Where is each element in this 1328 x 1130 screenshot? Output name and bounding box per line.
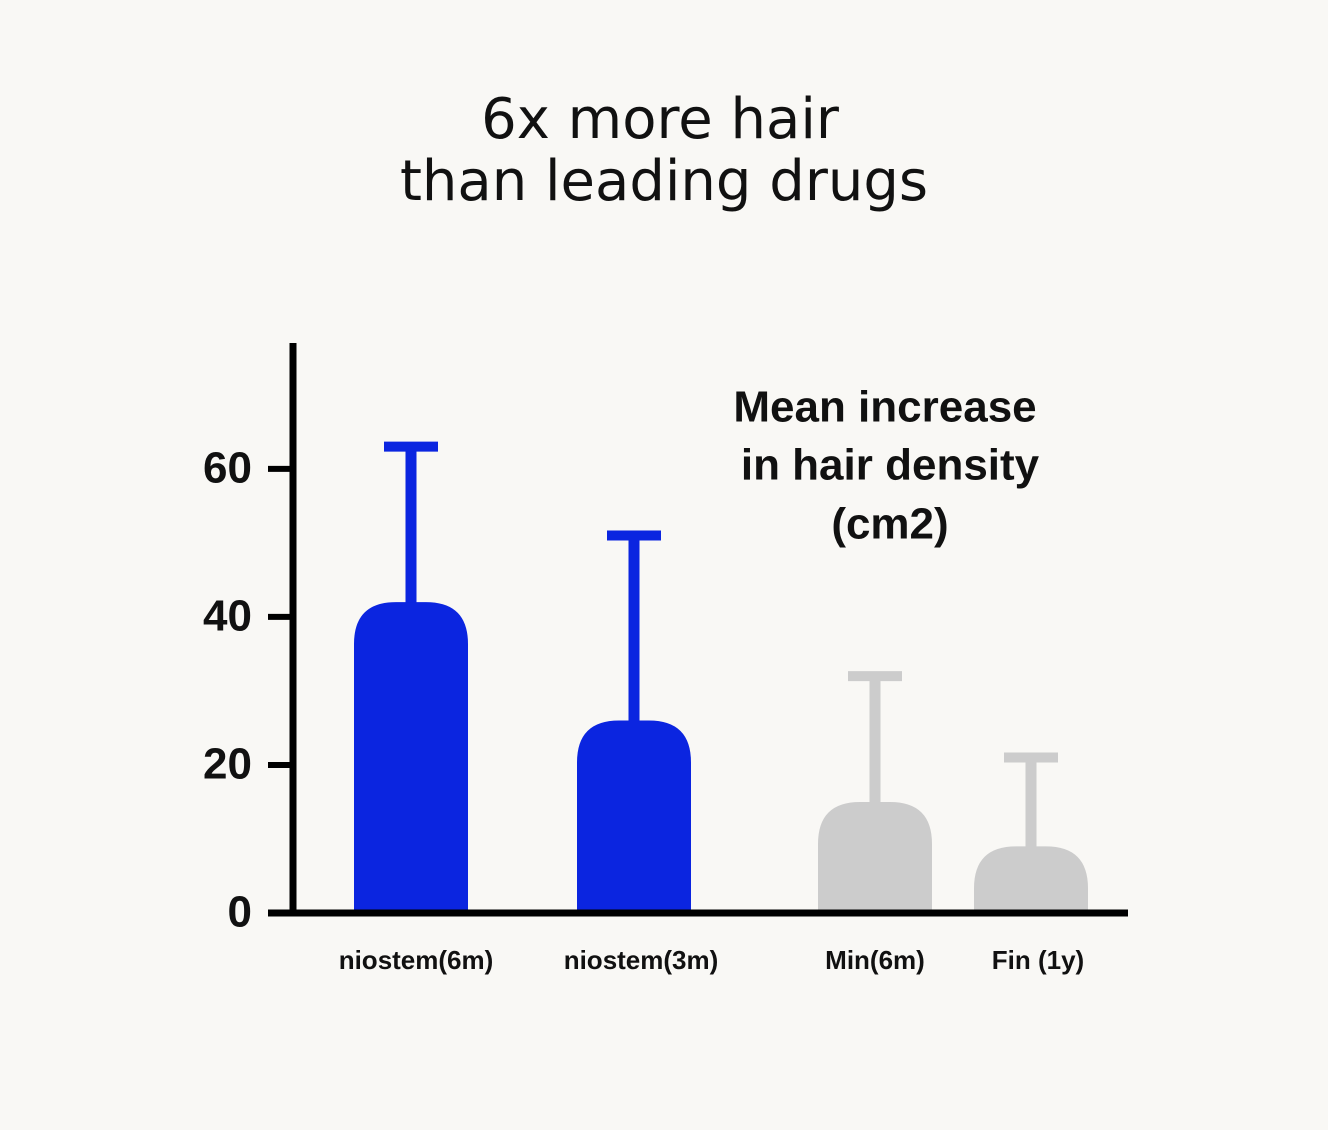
bar	[818, 801, 932, 913]
bar	[354, 602, 468, 913]
bar	[974, 846, 1088, 913]
bar	[577, 720, 691, 913]
y-tick-label: 20	[203, 740, 252, 789]
y-tick-label: 40	[203, 592, 252, 641]
chart-title: 6x more hair	[481, 87, 840, 152]
y-tick-label: 60	[203, 443, 252, 492]
y-tick-label: 0	[228, 888, 252, 937]
x-tick-label: Min(6m)	[825, 945, 925, 975]
x-tick-label: niostem(6m)	[339, 945, 494, 975]
annotation: Mean increase	[733, 383, 1036, 432]
annotation: (cm2)	[831, 500, 948, 549]
x-tick-label: niostem(3m)	[564, 945, 719, 975]
x-tick-label: Fin (1y)	[992, 945, 1084, 975]
chart-title: than leading drugs	[400, 149, 928, 214]
annotation: in hair density	[741, 441, 1040, 490]
